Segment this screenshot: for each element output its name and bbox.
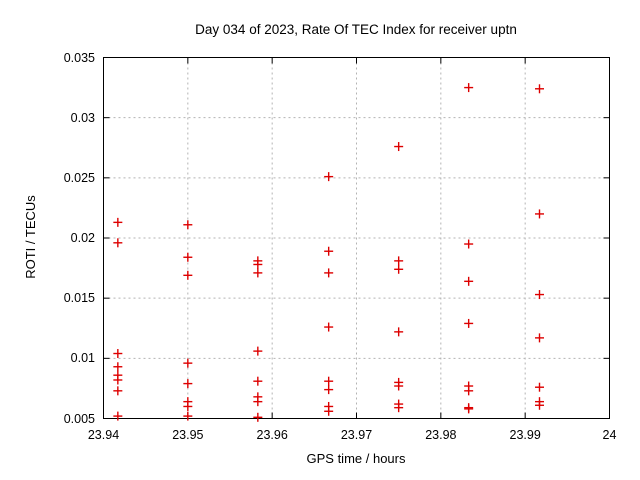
x-tick-label: 23.97 xyxy=(340,428,373,442)
y-tick-label: 0.005 xyxy=(63,411,95,426)
y-tick-label: 0.03 xyxy=(70,110,95,125)
x-tick-label: 23.95 xyxy=(172,428,204,442)
x-tick-label: 24 xyxy=(602,428,617,442)
y-tick-label: 0.035 xyxy=(63,50,95,65)
x-tick-label: 23.98 xyxy=(425,428,457,442)
x-tick-label: 23.99 xyxy=(509,428,541,442)
y-tick-label: 0.015 xyxy=(63,291,95,306)
y-tick-label: 0.02 xyxy=(70,231,95,245)
x-tick-label: 23.94 xyxy=(87,428,120,442)
chart-title: Day 034 of 2023, Rate Of TEC Index for r… xyxy=(195,22,517,37)
y-tick-label: 0.025 xyxy=(63,170,95,185)
y-tick-label: 0.01 xyxy=(70,351,95,366)
x-tick-label: 23.96 xyxy=(256,428,288,442)
x-axis-label: GPS time / hours xyxy=(306,451,406,466)
